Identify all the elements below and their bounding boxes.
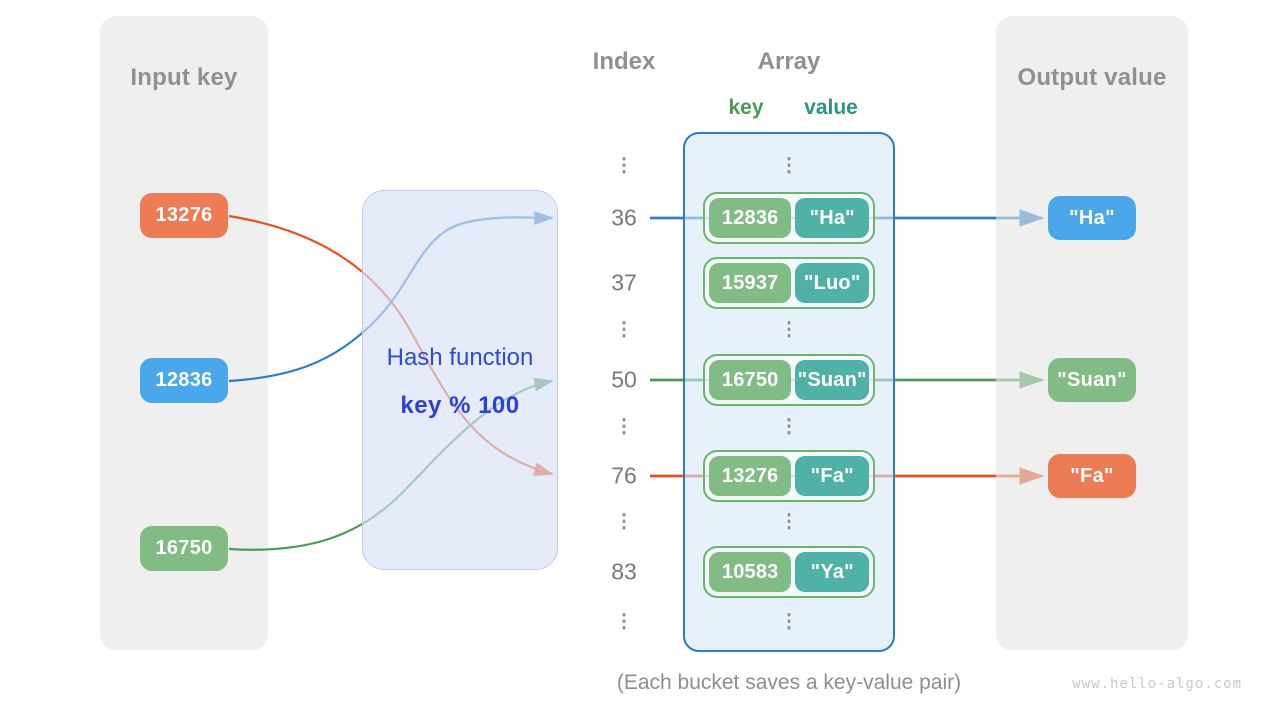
output-value-ha: "Ha"	[1048, 196, 1136, 240]
bucket-key: 13276	[709, 456, 792, 496]
hash-function-formula: key % 100	[400, 392, 520, 419]
index-ellipsis: ⋮	[614, 155, 634, 177]
hash-function-label: Hash function	[386, 344, 534, 371]
index-ellipsis: ⋮	[614, 319, 634, 341]
index-83: 83	[611, 558, 637, 585]
array-ellipsis: ⋮	[779, 416, 799, 438]
bucket-row: 12836 "Ha"	[703, 192, 875, 244]
input-key-12836: 12836	[140, 358, 228, 403]
input-key-13276: 13276	[140, 193, 228, 238]
output-value-panel: Output value	[996, 16, 1188, 650]
bucket-row: 10583 "Ya"	[703, 546, 875, 598]
bucket-value: "Fa"	[795, 456, 869, 496]
array-value-header: value	[804, 96, 858, 119]
array-ellipsis: ⋮	[779, 155, 799, 177]
watermark: www.hello-algo.com	[1072, 676, 1242, 692]
index-50: 50	[611, 366, 637, 393]
bucket-row: 15937 "Luo"	[703, 257, 875, 309]
output-value-fa: "Fa"	[1048, 454, 1136, 498]
diagram-caption: (Each bucket saves a key-value pair)	[616, 671, 962, 694]
input-key-16750: 16750	[140, 526, 228, 571]
index-ellipsis: ⋮	[614, 416, 634, 438]
index-column-title: Index	[592, 48, 656, 75]
index-ellipsis: ⋮	[614, 511, 634, 533]
bucket-row: 16750 "Suan"	[703, 354, 875, 406]
bucket-key: 15937	[709, 263, 792, 303]
bucket-value: "Ha"	[795, 198, 869, 238]
input-key-title: Input key	[130, 64, 238, 91]
hash-function-box	[362, 190, 558, 570]
bucket-value: "Suan"	[795, 360, 869, 400]
index-36: 36	[611, 204, 637, 231]
array-ellipsis: ⋮	[779, 611, 799, 633]
array-ellipsis: ⋮	[779, 319, 799, 341]
index-37: 37	[611, 269, 637, 296]
bucket-key: 16750	[709, 360, 792, 400]
bucket-value: "Ya"	[795, 552, 869, 592]
index-ellipsis: ⋮	[614, 611, 634, 633]
output-value-title: Output value	[1017, 64, 1167, 91]
output-value-suan: "Suan"	[1048, 358, 1136, 402]
array-key-header: key	[728, 96, 764, 119]
bucket-key: 12836	[709, 198, 792, 238]
array-ellipsis: ⋮	[779, 511, 799, 533]
index-76: 76	[611, 462, 637, 489]
bucket-key: 10583	[709, 552, 792, 592]
array-column-title: Array	[757, 48, 821, 75]
bucket-row: 13276 "Fa"	[703, 450, 875, 502]
bucket-value: "Luo"	[795, 263, 869, 303]
